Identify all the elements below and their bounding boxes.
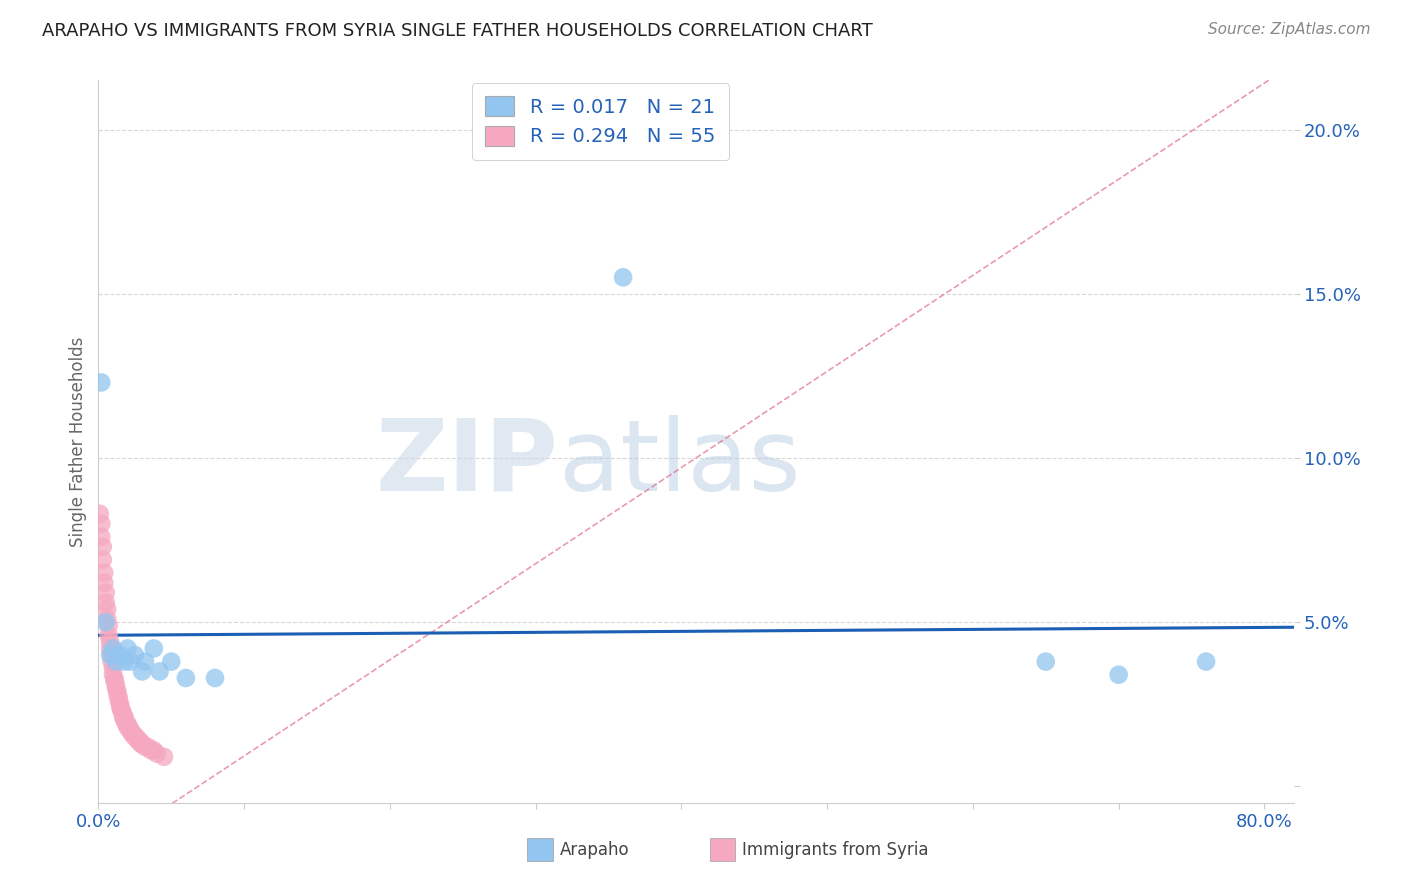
Point <box>110 700 132 714</box>
Point <box>1108 667 1130 681</box>
Point <box>131 737 153 751</box>
Point <box>98 635 121 649</box>
Point <box>111 704 134 718</box>
Point <box>612 270 634 285</box>
Point <box>89 507 111 521</box>
Point <box>110 648 132 662</box>
Point <box>94 585 117 599</box>
Text: atlas: atlas <box>558 415 800 512</box>
Point <box>124 648 146 662</box>
Point <box>96 602 118 616</box>
Point <box>145 747 167 761</box>
Point <box>98 641 121 656</box>
Point <box>128 733 150 747</box>
Text: Source: ZipAtlas.com: Source: ZipAtlas.com <box>1208 22 1371 37</box>
Point <box>112 710 135 724</box>
Point <box>90 516 112 531</box>
Point <box>114 714 136 728</box>
Point <box>104 677 127 691</box>
Point <box>117 720 139 734</box>
Point <box>103 674 125 689</box>
Point <box>1035 655 1057 669</box>
Point <box>93 566 115 580</box>
Point <box>103 671 125 685</box>
Point <box>134 655 156 669</box>
Point <box>97 618 120 632</box>
Point <box>111 704 134 718</box>
Point <box>117 641 139 656</box>
Point <box>117 717 139 731</box>
Point <box>105 684 128 698</box>
Point <box>97 628 120 642</box>
Point <box>98 648 121 662</box>
Point <box>115 717 138 731</box>
Point <box>174 671 197 685</box>
Point <box>131 665 153 679</box>
Text: ARAPAHO VS IMMIGRANTS FROM SYRIA SINGLE FATHER HOUSEHOLDS CORRELATION CHART: ARAPAHO VS IMMIGRANTS FROM SYRIA SINGLE … <box>42 22 873 40</box>
Point <box>136 739 159 754</box>
Point <box>127 733 149 747</box>
Point <box>120 655 142 669</box>
Point <box>101 667 124 681</box>
Point <box>108 694 131 708</box>
Point <box>129 737 152 751</box>
Point <box>114 655 136 669</box>
Point <box>110 698 132 712</box>
Point <box>101 641 124 656</box>
Point <box>90 376 112 390</box>
Point <box>100 655 122 669</box>
Point <box>125 730 148 744</box>
Point <box>204 671 226 685</box>
Point <box>94 595 117 609</box>
Point <box>104 655 127 669</box>
Point <box>101 661 124 675</box>
Point <box>134 739 156 754</box>
Point <box>91 553 114 567</box>
Y-axis label: Single Father Households: Single Father Households <box>69 336 87 547</box>
Point <box>120 723 142 738</box>
Text: Immigrants from Syria: Immigrants from Syria <box>742 840 929 859</box>
Text: Arapaho: Arapaho <box>560 840 630 859</box>
Point <box>108 690 131 705</box>
Point <box>100 648 122 662</box>
Point <box>91 540 114 554</box>
Point <box>121 727 143 741</box>
Point <box>114 710 136 724</box>
Point <box>112 707 135 722</box>
Point <box>90 530 112 544</box>
Point <box>160 655 183 669</box>
Point <box>139 743 162 757</box>
Point <box>118 720 141 734</box>
Point <box>96 612 118 626</box>
Legend: R = 0.017   N = 21, R = 0.294   N = 55: R = 0.017 N = 21, R = 0.294 N = 55 <box>471 83 730 160</box>
Point <box>122 727 145 741</box>
Text: ZIP: ZIP <box>375 415 558 512</box>
Point <box>104 681 127 695</box>
Point <box>142 743 165 757</box>
Point <box>142 641 165 656</box>
Point <box>105 687 128 701</box>
Point <box>149 665 172 679</box>
Point <box>93 575 115 590</box>
Point <box>124 730 146 744</box>
Point <box>120 723 142 738</box>
Point <box>1195 655 1218 669</box>
Point <box>153 749 176 764</box>
Point <box>94 615 117 630</box>
